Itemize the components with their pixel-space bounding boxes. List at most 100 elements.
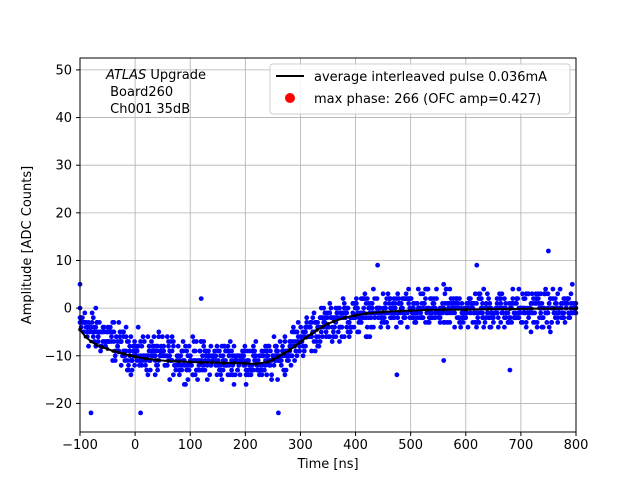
scatter-point (561, 315, 567, 321)
scatter-point (316, 334, 322, 340)
scatter-point (126, 339, 131, 344)
average-pulse-point (287, 348, 292, 352)
scatter-point (413, 320, 419, 325)
scatter-point (340, 296, 346, 301)
scatter-point (192, 372, 198, 378)
average-pulse-point (530, 306, 534, 311)
average-pulse-point (381, 310, 385, 314)
scatter-point (509, 320, 514, 325)
scatter-point (538, 310, 544, 316)
scatter-point (111, 339, 117, 344)
scatter-point (112, 358, 118, 363)
x-axis-label: Time [ns] (296, 457, 358, 472)
scatter-point (251, 343, 256, 349)
scatter-point (380, 291, 386, 297)
scatter-point (231, 382, 237, 387)
scatter-point (251, 367, 256, 373)
scatter-point (568, 291, 574, 297)
scatter-point (179, 367, 185, 373)
scatter-point (362, 291, 368, 297)
scatter-point (123, 348, 129, 354)
scatter-point (321, 305, 327, 311)
x-tick-label: −100 (62, 438, 98, 453)
atlas-annotation-line1: ATLAS Upgrade (105, 68, 206, 83)
scatter-outlier-point (375, 262, 380, 268)
scatter-point (516, 315, 522, 321)
scatter-point (329, 339, 335, 344)
scatter-point (180, 339, 186, 344)
scatter-point (310, 315, 316, 321)
scatter-point (235, 367, 241, 373)
scatter-point (135, 324, 141, 330)
scatter-point (88, 324, 94, 330)
scatter-point (543, 286, 548, 292)
scatter-point (520, 320, 525, 325)
scatter-point (322, 320, 328, 325)
scatter-point (139, 343, 145, 349)
scatter-point (265, 353, 271, 359)
scatter-point (561, 310, 567, 316)
scatter-point (206, 348, 211, 354)
scatter-point (132, 339, 138, 344)
scatter-outlier-point (276, 410, 281, 416)
scatter-point (333, 334, 339, 340)
scatter-point (201, 339, 207, 344)
y-tick-label: 30 (55, 159, 72, 174)
x-tick-label: 300 (288, 438, 313, 453)
scatter-point (220, 367, 226, 373)
scatter-point (477, 291, 483, 297)
scatter-point (194, 339, 199, 344)
scatter-point (437, 315, 443, 321)
scatter-point (481, 324, 487, 330)
scatter-point (562, 320, 568, 325)
scatter-outlier-point (441, 358, 447, 363)
scatter-point (515, 296, 521, 301)
scatter-point (308, 324, 313, 330)
scatter-point (303, 329, 308, 335)
scatter-outlier-point (88, 410, 94, 416)
scatter-point (398, 301, 404, 306)
x-tick-label: 400 (343, 438, 368, 453)
scatter-point (402, 315, 408, 321)
scatter-point (86, 320, 91, 325)
scatter-point (334, 310, 340, 316)
scatter-point (117, 334, 123, 340)
scatter-point (152, 372, 158, 378)
scatter-point (317, 339, 323, 344)
scatter-point (483, 301, 489, 306)
average-pulse-point (188, 360, 192, 364)
average-pulse-point (397, 309, 402, 313)
plot-frame (79, 57, 577, 433)
scatter-outlier-point (507, 367, 513, 373)
scatter-point (383, 301, 388, 306)
scatter-point (297, 348, 302, 354)
scatter-point (214, 372, 220, 378)
scatter-point (196, 362, 202, 368)
scatter-point (546, 324, 552, 330)
scatter-point (269, 377, 274, 382)
scatter-point (320, 334, 325, 340)
scatter-point (175, 343, 181, 349)
scatter-point (529, 291, 535, 297)
scatter-point (386, 301, 392, 306)
scatter-point (369, 305, 375, 311)
scatter-point (423, 296, 428, 301)
scatter-point (229, 358, 235, 363)
scatter-point (200, 353, 205, 359)
scatter-outlier-point (474, 262, 480, 268)
scatter-point (204, 362, 210, 368)
scatter-point (309, 320, 314, 325)
scatter-point (164, 362, 170, 368)
scatter-point (252, 348, 257, 354)
atlas-annotation-line3: Ch001 35dB (106, 102, 190, 117)
scatter-point (424, 310, 430, 316)
scatter-point (213, 353, 219, 359)
scatter-point (341, 301, 347, 306)
scatter-point (116, 320, 122, 325)
scatter-point (414, 310, 420, 316)
scatter-point (242, 343, 248, 349)
scatter-point (271, 334, 277, 340)
scatter-point (89, 310, 95, 316)
scatter-point (129, 367, 135, 373)
scatter-point (546, 301, 552, 306)
